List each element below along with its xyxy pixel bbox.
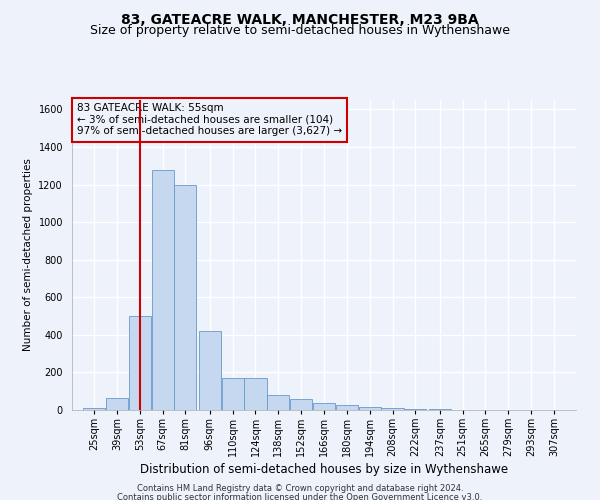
Bar (313, 404, 335, 410)
Bar (175, 186, 196, 410)
Text: Contains public sector information licensed under the Open Government Licence v3: Contains public sector information licen… (118, 493, 482, 500)
Bar (382, 408, 404, 410)
Bar (244, 378, 266, 410)
X-axis label: Distribution of semi-detached houses by size in Wythenshawe: Distribution of semi-detached houses by … (140, 464, 508, 476)
Text: Contains HM Land Registry data © Crown copyright and database right 2024.: Contains HM Land Registry data © Crown c… (137, 484, 463, 493)
Text: 83 GATEACRE WALK: 55sqm
← 3% of semi-detached houses are smaller (104)
97% of se: 83 GATEACRE WALK: 55sqm ← 3% of semi-det… (77, 103, 342, 136)
Bar (152, 170, 173, 410)
Y-axis label: Number of semi-detached properties: Number of semi-detached properties (23, 158, 33, 352)
Text: 83, GATEACRE WALK, MANCHESTER, M23 9BA: 83, GATEACRE WALK, MANCHESTER, M23 9BA (121, 12, 479, 26)
Bar (106, 398, 128, 410)
Bar (221, 378, 244, 410)
Bar (199, 331, 221, 410)
Bar (336, 406, 358, 410)
Bar (83, 408, 105, 410)
Bar (128, 316, 151, 410)
Text: Size of property relative to semi-detached houses in Wythenshawe: Size of property relative to semi-detach… (90, 24, 510, 37)
Bar (290, 398, 312, 410)
Bar (268, 395, 289, 410)
Bar (359, 407, 380, 410)
Bar (404, 409, 427, 410)
